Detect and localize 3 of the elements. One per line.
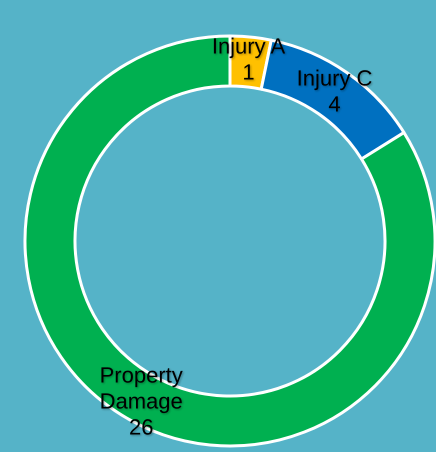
data-label: 4: [328, 91, 341, 116]
slice-label: Injury C: [296, 65, 373, 90]
data-label: 1: [242, 59, 255, 84]
